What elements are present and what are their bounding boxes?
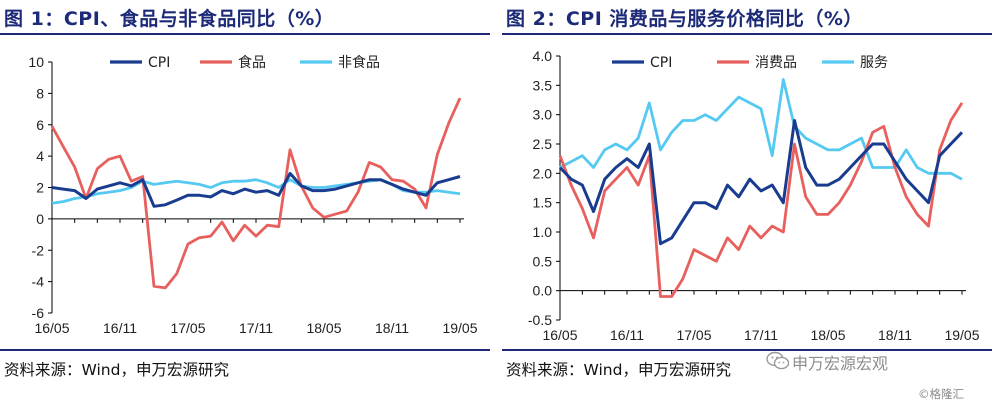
y-tick-label: 0.0	[533, 283, 553, 299]
x-tick-label: 16/05	[542, 327, 577, 343]
right-source-rule	[502, 349, 992, 351]
y-tick-label: -4	[32, 274, 45, 290]
right-source-text: 资料来源：Wind，申万宏源研究	[506, 361, 731, 379]
y-tick-label: 1.5	[533, 195, 553, 211]
y-tick-label: 8	[36, 85, 44, 101]
x-tick-label: 19/05	[442, 320, 477, 336]
x-tick-label: 18/11	[878, 327, 912, 343]
left-line-chart: -6 -4 -2 0 2 4 6 8 10 16/05 16/11 17/05 17/11 18/05 18…	[28, 54, 477, 336]
y-tick-label: 1.0	[533, 224, 553, 240]
x-tick-label: 18/05	[306, 320, 341, 336]
legend-label: 服务	[860, 55, 888, 71]
y-tick-label: 2.5	[533, 136, 553, 152]
x-tick-label: 17/11	[744, 327, 778, 343]
legend-label: 非食品	[338, 54, 380, 71]
x-tick-label: 17/11	[239, 320, 273, 336]
x-tick-label: 16/11	[610, 327, 644, 343]
wechat-logo-icon	[766, 351, 790, 370]
right-line-chart: -0.5 0.0 0.5 1.0 1.5 2.0 2.5 3.0 3.5 4.0 16/05 16/1…	[528, 48, 980, 343]
watermark-corner: ©格隆汇	[918, 387, 964, 401]
left-source-rule	[0, 349, 490, 351]
y-tick-label: 2.0	[533, 165, 553, 181]
y-tick-label: 4.0	[533, 48, 553, 64]
legend-label: CPI	[650, 55, 672, 71]
y-tick-label: 3.0	[533, 107, 553, 123]
legend-label: CPI	[148, 55, 170, 71]
x-tick-label: 16/05	[34, 320, 69, 336]
series-line-2	[558, 102, 964, 298]
x-tick-label: 16/11	[103, 320, 137, 336]
y-tick-label: 4	[36, 148, 44, 164]
right-chart-title: 图 2：CPI 消费品与服务价格同比（%）	[506, 8, 863, 30]
legend-label: 消费品	[755, 55, 797, 71]
x-tick-label: 18/11	[375, 320, 409, 336]
y-tick-label: 0	[36, 211, 44, 227]
right-chart-panel: 图 2：CPI 消费品与服务价格同比（%） -0.5 0.0 0.5 1.0 1.5 2.…	[502, 0, 992, 407]
series-line-1	[51, 171, 461, 208]
left-title-rule	[0, 33, 490, 35]
x-tick-label: 17/05	[676, 327, 711, 343]
y-tick-label: 2	[36, 180, 44, 196]
left-chart-title: 图 1：CPI、食品与非食品同比（%）	[4, 8, 335, 30]
x-tick-label: 19/05	[944, 327, 979, 343]
y-tick-label: 10	[28, 54, 44, 70]
y-tick-label: -6	[32, 305, 45, 321]
watermark-brand: 申万宏源宏观	[792, 354, 889, 373]
x-tick-label: 17/05	[170, 320, 205, 336]
right-title-rule	[502, 33, 992, 35]
y-tick-label: -2	[32, 242, 45, 258]
series-line-1	[558, 119, 964, 246]
y-tick-label: 3.5	[533, 77, 553, 93]
series-line-2	[50, 97, 462, 290]
x-tick-label: 18/05	[810, 327, 845, 343]
y-tick-label: 0.5	[533, 253, 553, 269]
y-tick-label: -0.5	[528, 312, 552, 328]
left-chart-panel: 图 1：CPI、食品与非食品同比（%） -6 -4 -2 0 2 4 6 8 10 16/05 16…	[0, 0, 490, 407]
y-tick-label: 6	[36, 117, 44, 133]
legend-label: 食品	[238, 54, 266, 71]
left-source-text: 资料来源：Wind，申万宏源研究	[4, 361, 229, 379]
